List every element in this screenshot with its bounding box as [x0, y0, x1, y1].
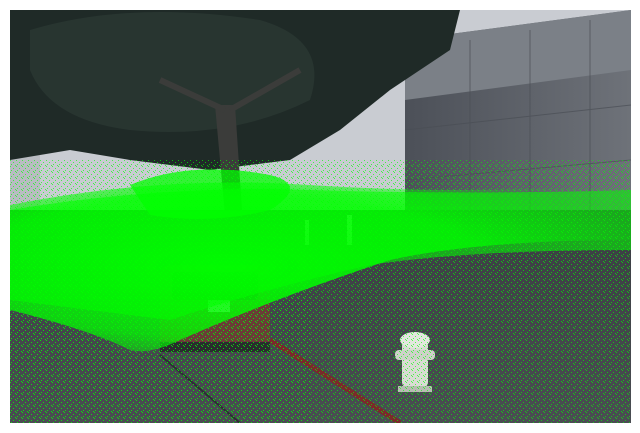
tree-foliage [30, 12, 315, 132]
building-upper [405, 10, 631, 100]
photo-frame [10, 10, 631, 423]
street-scene [10, 10, 631, 423]
lidar-overlay [10, 160, 631, 423]
tree-branches [158, 67, 302, 113]
